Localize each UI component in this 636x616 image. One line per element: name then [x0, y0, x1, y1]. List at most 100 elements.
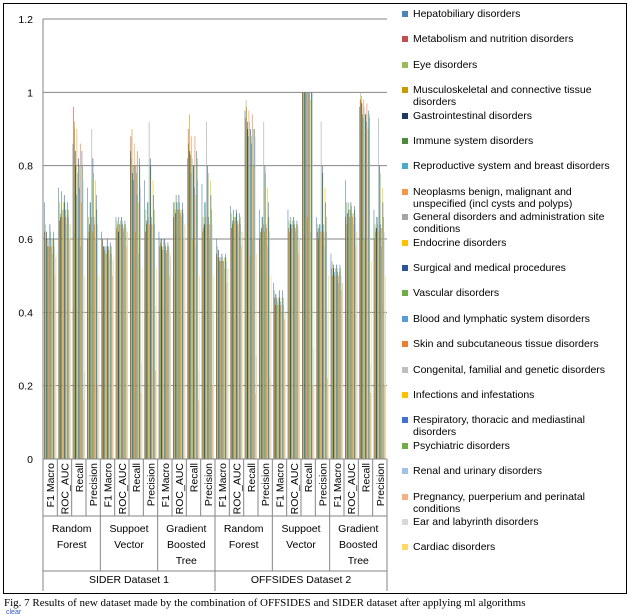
- bar: [55, 253, 57, 459]
- bar: [230, 206, 231, 459]
- bar: [359, 99, 361, 460]
- bar: [283, 319, 285, 459]
- bar: [194, 187, 195, 460]
- bar: [323, 224, 324, 459]
- bar: [233, 209, 234, 459]
- bar: [205, 217, 207, 459]
- bar: [266, 228, 267, 459]
- bar: [202, 217, 204, 459]
- bar: [222, 257, 223, 459]
- bar: [209, 239, 211, 459]
- bar: [202, 231, 203, 459]
- bar: [244, 110, 246, 460]
- bar: [158, 231, 160, 459]
- bar: [63, 202, 64, 459]
- y-tick-label: 0.4: [18, 307, 33, 319]
- bar: [131, 129, 133, 459]
- bar: [67, 202, 68, 459]
- x-tick-label: Precision: [88, 463, 100, 506]
- bar: [321, 165, 323, 460]
- bar: [249, 257, 251, 459]
- bar: [53, 239, 55, 459]
- bar: [173, 217, 175, 459]
- bar: [66, 209, 68, 459]
- bar: [54, 246, 55, 459]
- bar: [153, 195, 154, 459]
- bar: [242, 231, 243, 459]
- bar: [155, 305, 157, 459]
- bar: [93, 173, 94, 459]
- bar: [340, 275, 342, 459]
- bar: [144, 180, 145, 459]
- y-tick-label: 1.2: [18, 14, 33, 26]
- bar: [295, 231, 297, 459]
- bar: [148, 217, 149, 459]
- bar: [94, 224, 95, 459]
- bar: [197, 180, 199, 459]
- bar: [383, 231, 385, 459]
- bar: [145, 209, 147, 459]
- bar: [164, 242, 166, 459]
- bar: [159, 239, 161, 459]
- bar: [211, 209, 212, 459]
- algorithm-label: Suppoet: [109, 523, 148, 535]
- bar: [376, 217, 378, 459]
- bar: [296, 220, 298, 459]
- bar: [96, 209, 98, 459]
- bar: [339, 264, 341, 459]
- bar: [138, 158, 140, 459]
- x-tick-label: Recall: [303, 463, 315, 492]
- x-tick-label: ROC_AUC: [289, 463, 301, 515]
- bar: [247, 129, 249, 459]
- bar: [180, 213, 181, 459]
- caption-link[interactable]: clear: [6, 609, 22, 616]
- bar: [52, 239, 54, 459]
- legend-label: Cardiac disorders: [413, 541, 496, 554]
- bar: [356, 231, 358, 459]
- bar: [323, 231, 325, 459]
- algorithm-label: Vector: [286, 539, 316, 551]
- bar: [141, 363, 142, 459]
- bar: [368, 110, 369, 460]
- bar: [374, 224, 376, 459]
- bar: [84, 275, 86, 459]
- bar: [217, 257, 219, 459]
- bar: [149, 224, 150, 459]
- bar: [52, 231, 54, 459]
- bar: [141, 268, 143, 459]
- bar: [102, 239, 104, 459]
- bar: [276, 297, 277, 459]
- bar: [361, 103, 363, 459]
- bar: [227, 268, 229, 459]
- bar: [44, 231, 46, 459]
- bar: [236, 213, 238, 459]
- bar: [179, 202, 180, 459]
- dataset-label: SIDER Dataset 1: [89, 574, 169, 586]
- bar: [80, 246, 82, 459]
- bar: [298, 253, 299, 459]
- bar: [49, 224, 51, 459]
- bar: [335, 275, 337, 459]
- bar: [276, 301, 278, 459]
- bar: [259, 209, 260, 459]
- bar: [210, 180, 211, 459]
- bar: [165, 246, 166, 459]
- bar: [139, 165, 141, 460]
- bar: [250, 136, 252, 459]
- bar: [109, 246, 111, 459]
- bar: [217, 246, 218, 459]
- bar: [294, 228, 296, 459]
- bar: [354, 209, 356, 459]
- bar: [150, 165, 152, 460]
- bar: [176, 209, 178, 459]
- bar: [101, 239, 103, 459]
- bar: [375, 231, 376, 459]
- bar: [126, 231, 128, 459]
- bar: [79, 143, 81, 460]
- bar: [154, 371, 156, 459]
- bar: [383, 217, 384, 459]
- bar: [350, 202, 352, 459]
- legend-label: Surgical and medical procedures: [413, 262, 566, 274]
- bar: [240, 246, 242, 459]
- legend-label: Eye disorders: [413, 58, 478, 71]
